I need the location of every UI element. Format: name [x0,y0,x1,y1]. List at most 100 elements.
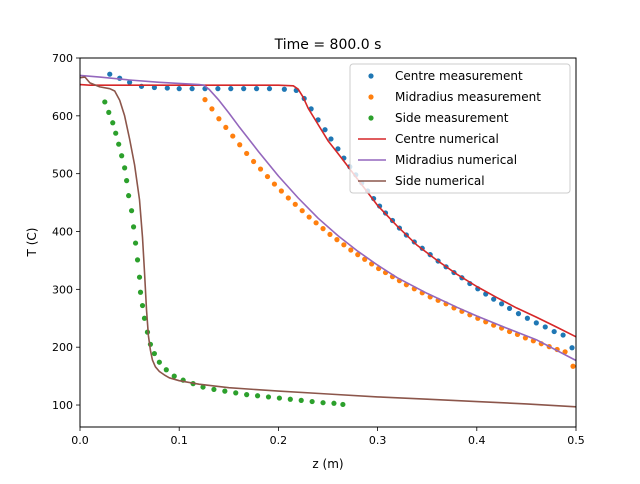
x-tick-label: 0.4 [468,434,486,447]
data-point [228,86,234,92]
data-point [298,397,304,403]
legend-marker [368,94,374,100]
data-point [253,86,260,92]
data-point [124,178,130,184]
legend-marker [368,73,374,79]
data-point [320,400,326,406]
data-point [335,146,341,152]
data-point [491,296,497,302]
x-tick-label: 0.1 [170,434,188,447]
y-tick-label: 100 [52,399,73,412]
series-2-points [102,99,346,408]
legend-label: Centre measurement [395,69,523,83]
legend-item: Side numerical [358,174,485,188]
data-point [223,124,229,131]
legend-box [349,63,571,194]
legend-item: Midradius numerical [358,153,517,167]
y-tick-label: 500 [52,168,73,181]
data-point [215,86,221,92]
data-point [266,86,273,92]
legend: Centre measurement Midradius measurement S… [349,63,571,194]
legend-item: Centre measurement [368,69,523,83]
data-point [244,392,250,398]
data-point [334,237,340,243]
plot-data [79,71,577,408]
data-point [265,394,272,400]
data-point [237,142,243,148]
data-point [299,208,305,214]
x-tick-label: 0.2 [270,434,288,447]
data-point [156,359,162,365]
series-1-points [202,97,576,369]
data-point [151,84,157,91]
data-point [551,328,557,335]
data-point [216,116,222,122]
data-point [292,201,298,207]
data-point [244,150,250,157]
data-point [313,220,319,226]
data-point [264,173,271,180]
data-point [102,99,108,105]
series-4-line [79,74,577,362]
data-point [542,324,548,330]
legend-item: Centre numerical [358,132,499,146]
x-tick-label: 0.5 [567,434,585,447]
data-point [569,345,575,351]
data-point [281,86,287,92]
plot-frame [79,57,577,428]
data-point [322,127,328,133]
data-point [285,195,291,201]
data-point [171,373,177,379]
data-point [251,158,257,165]
y-tick-label: 200 [52,341,73,354]
data-point [200,384,206,390]
data-point [499,301,505,307]
data-point [276,395,282,401]
x-tick-label: 0.0 [71,434,89,447]
y-tick-label: 700 [52,52,73,65]
data-point [254,393,261,399]
legend-item: Midradius measurement [368,90,541,104]
y-axis-label: T (C) [25,228,39,258]
series-5-line [79,76,577,408]
data-point [257,166,264,172]
data-point [340,401,346,408]
data-point [132,240,139,246]
data-point [202,97,208,103]
data-point [355,252,361,258]
data-point [164,85,170,91]
data-point [331,400,337,406]
data-point [570,363,576,369]
legend-label: Midradius measurement [395,90,541,104]
y-tick-label: 400 [52,226,73,239]
data-point [562,349,568,355]
legend-label: Side measurement [395,111,509,125]
y-tick-label: 300 [52,283,73,296]
data-point [127,79,133,85]
data-point [222,388,228,394]
data-point [271,181,278,187]
data-point [163,367,169,373]
y-tick-label: 600 [52,110,73,123]
data-point [306,214,312,220]
data-point [211,386,217,393]
data-point [176,86,182,92]
legend-label: Side numerical [395,174,485,188]
legend-label: Centre numerical [395,132,499,146]
data-point [141,315,148,321]
series-3-line [79,83,577,338]
data-point [110,120,116,126]
data-point [533,320,539,326]
data-point [515,311,522,317]
data-point [362,256,368,262]
data-point [287,396,293,402]
x-axis-label: z (m) [312,457,343,471]
data-point [341,242,347,248]
data-point [241,86,247,92]
legend-label: Midradius numerical [395,153,517,167]
data-point [136,274,143,280]
data-point [209,106,215,112]
data-point [524,315,530,321]
